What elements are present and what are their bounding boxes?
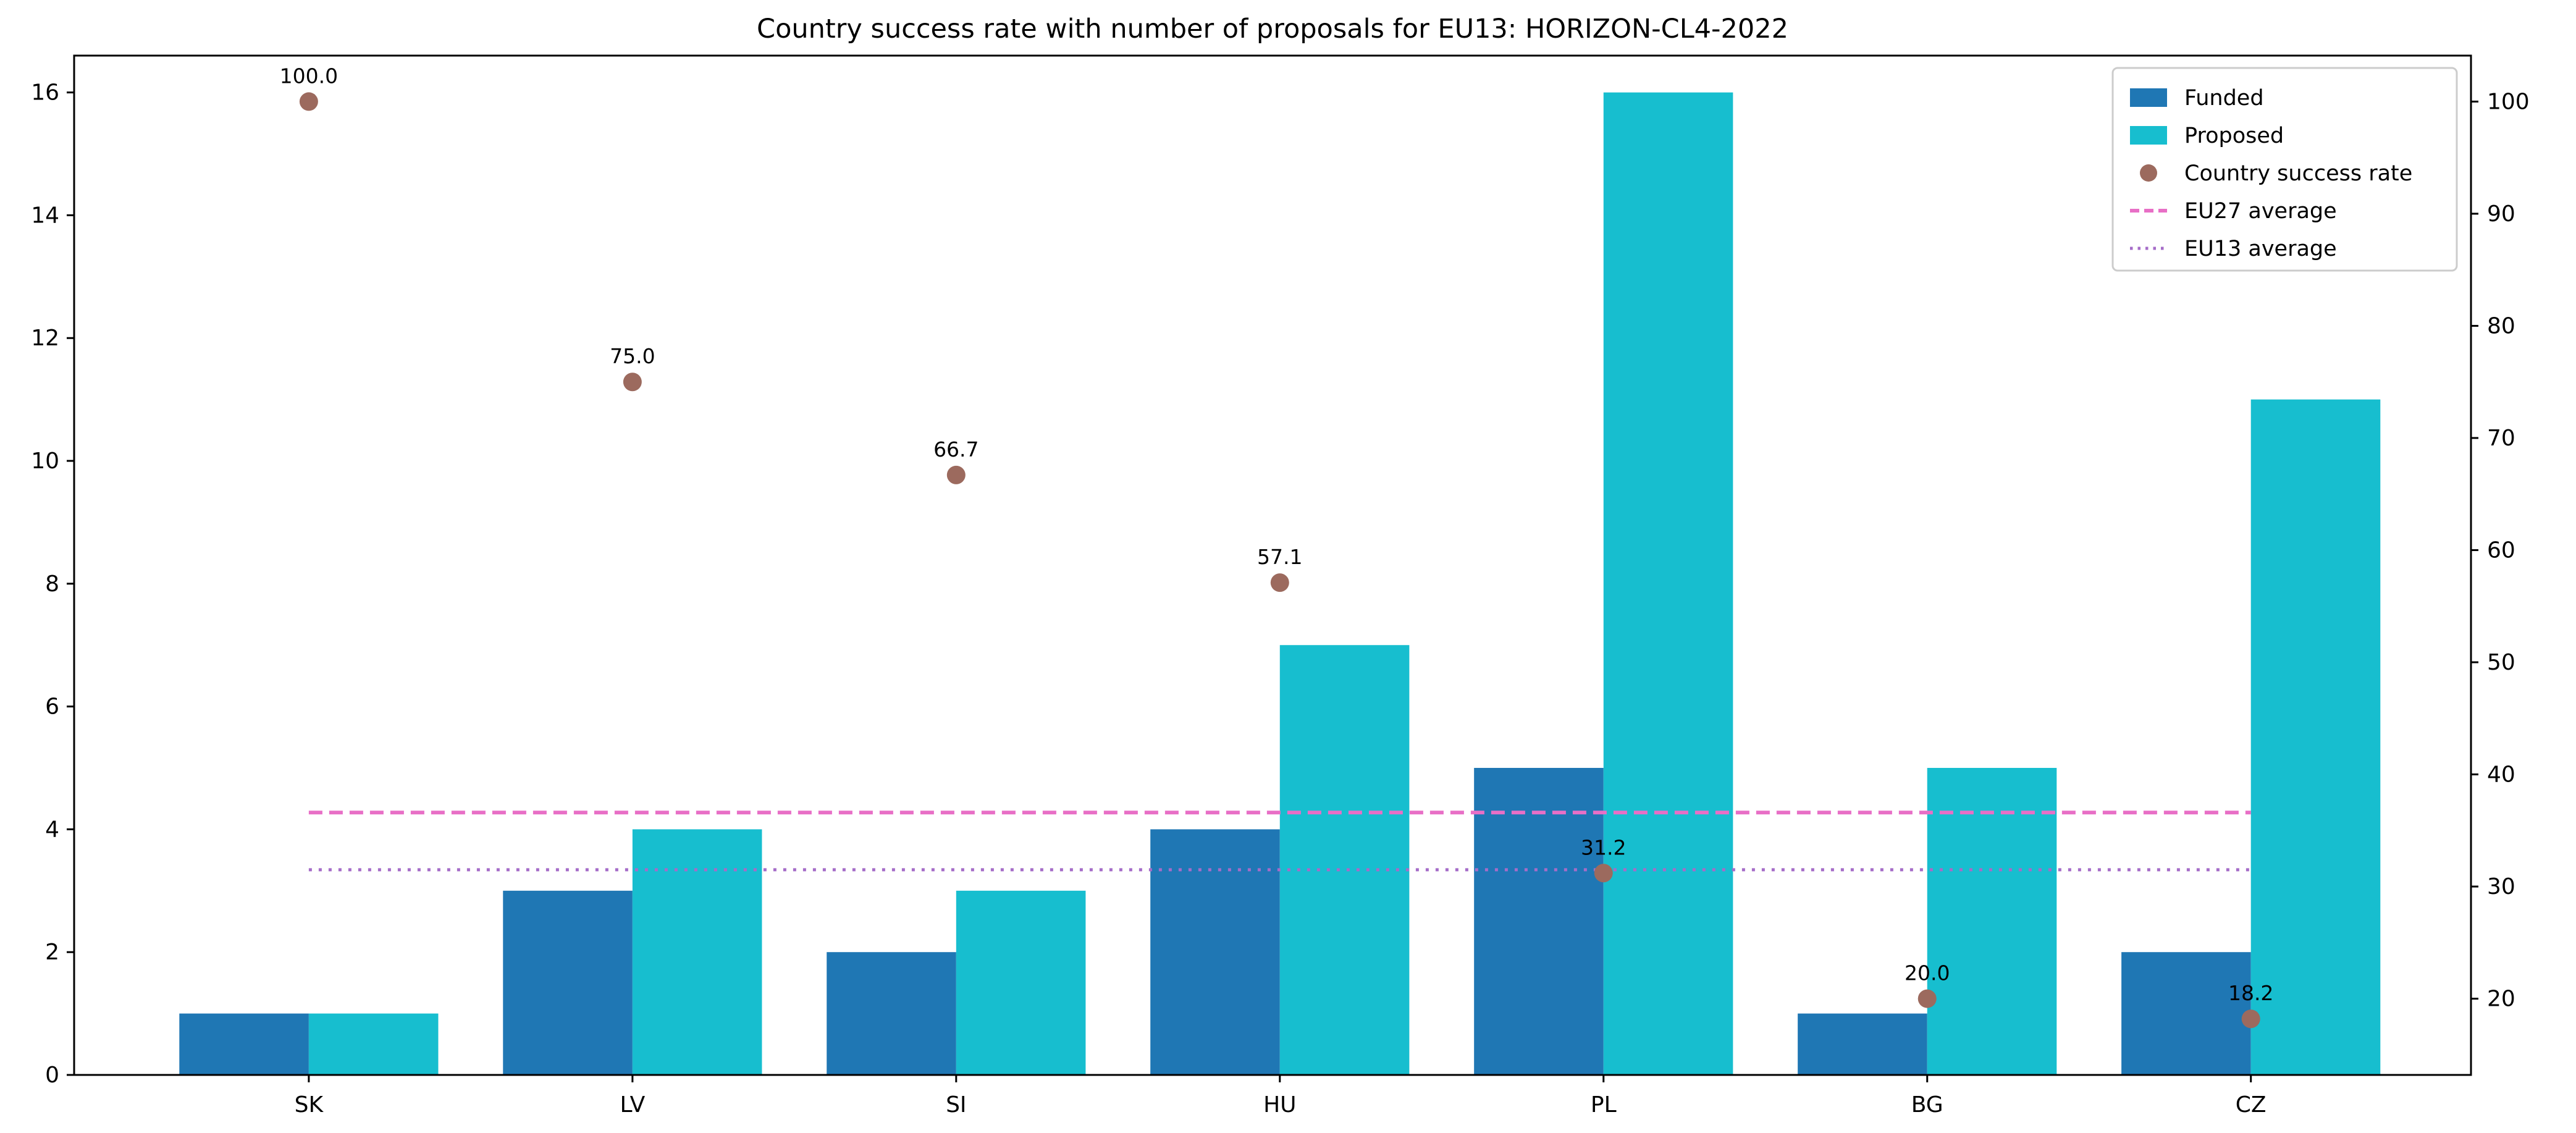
right-tick-label-60: 60 (2487, 537, 2515, 563)
right-tick-label-100: 100 (2487, 89, 2530, 114)
bar-funded-PL (1474, 768, 1604, 1075)
bar-funded-HU (1150, 829, 1280, 1075)
left-tick-label-10: 10 (31, 449, 59, 474)
success-dot-LV (623, 373, 642, 392)
x-tick-label-PL: PL (1591, 1092, 1617, 1118)
success-rate-layer: 100.0 75.0 66.7 57.1 31.2 20.0 18.2 (280, 64, 2273, 1029)
legend-swatch-funded (2130, 88, 2167, 107)
bar-funded-BG (1798, 1013, 1927, 1075)
bar-proposed-HU (1279, 645, 1410, 1075)
x-tick-label-CZ: CZ (2236, 1092, 2267, 1118)
success-value-label-SK: 100.0 (280, 64, 338, 88)
right-tick-label-50: 50 (2487, 650, 2515, 675)
legend-label-eu13: EU13 average (2184, 237, 2337, 261)
bar-funded-SK (179, 1013, 309, 1075)
bar-funded-LV (503, 890, 633, 1075)
bar-proposed-SK (308, 1013, 439, 1075)
bar-proposed-SI (956, 890, 1086, 1075)
right-tick-label-20: 20 (2487, 987, 2515, 1012)
success-dot-HU (1270, 573, 1289, 592)
left-tick-label-16: 16 (31, 80, 59, 106)
success-value-label-PL: 31.2 (1581, 835, 1626, 859)
legend: Funded Proposed Country success rate EU27 a… (2111, 67, 2458, 272)
chart-title: Country success rate with number of prop… (757, 14, 1788, 44)
right-tick-label-70: 70 (2487, 426, 2515, 451)
right-tick-label-90: 90 (2487, 201, 2515, 227)
left-tick-label-14: 14 (31, 203, 59, 228)
x-tick-label-HU: HU (1263, 1092, 1296, 1118)
bar-funded-CZ (2121, 952, 2251, 1075)
legend-label-success: Country success rate (2184, 161, 2412, 186)
bars-layer (179, 92, 2381, 1076)
legend-label-funded: Funded (2184, 86, 2264, 111)
right-tick-label-30: 30 (2487, 874, 2515, 899)
bar-proposed-CZ (2250, 399, 2381, 1076)
success-value-label-LV: 75.0 (610, 344, 655, 368)
left-tick-label-0: 0 (45, 1063, 59, 1088)
legend-swatch-success (2140, 164, 2157, 182)
axes-spines (73, 54, 2472, 1076)
bar-proposed-LV (632, 829, 762, 1075)
bar-proposed-BG (1927, 768, 2057, 1075)
bar-funded-SI (827, 952, 956, 1075)
bar-proposed-PL (1603, 92, 1733, 1075)
success-value-label-HU: 57.1 (1257, 545, 1302, 569)
left-tick-label-2: 2 (45, 940, 59, 965)
success-dot-BG (1917, 989, 1937, 1008)
x-tick-label-BG: BG (1911, 1092, 1943, 1118)
legend-swatch-proposed (2130, 126, 2167, 145)
legend-label-proposed: Proposed (2184, 124, 2284, 148)
x-axis: SK LV SI HU PL BG CZ (295, 1075, 2267, 1118)
right-tick-label-80: 80 (2487, 313, 2515, 339)
left-axis: 0 2 4 6 8 10 12 14 16 (31, 80, 74, 1088)
left-tick-label-4: 4 (45, 817, 59, 842)
x-tick-label-SK: SK (295, 1092, 324, 1118)
success-value-label-CZ: 18.2 (2228, 981, 2273, 1005)
success-dot-CZ (2241, 1009, 2260, 1029)
legend-box (2111, 67, 2458, 272)
success-value-label-SI: 66.7 (933, 437, 979, 461)
left-tick-label-8: 8 (45, 571, 59, 597)
right-axis: 20 30 40 50 60 70 80 90 100 (2471, 89, 2530, 1012)
success-dot-SK (299, 92, 318, 111)
right-tick-label-40: 40 (2487, 762, 2515, 788)
success-dot-PL (1594, 864, 1613, 883)
left-tick-label-6: 6 (45, 694, 59, 720)
legend-label-eu27: EU27 average (2184, 199, 2337, 224)
success-value-label-BG: 20.0 (1905, 961, 1950, 985)
left-tick-label-12: 12 (31, 326, 59, 351)
success-dot-SI (946, 465, 966, 484)
x-tick-label-LV: LV (620, 1092, 645, 1118)
x-tick-label-SI: SI (946, 1092, 966, 1118)
